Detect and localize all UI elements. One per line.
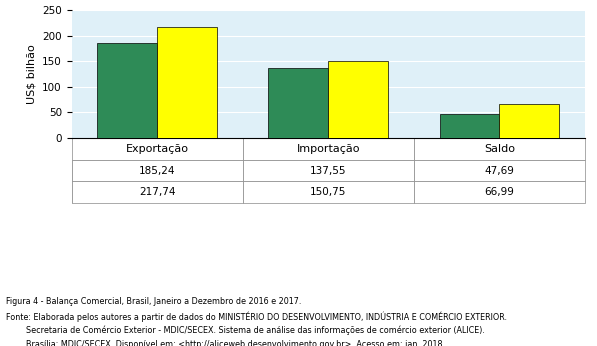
Text: Secretaria de Comércio Exterior - MDIC/SECEX. Sistema de análise das informações: Secretaria de Comércio Exterior - MDIC/S… <box>6 326 485 335</box>
Text: Figura 4 - Balança Comercial, Brasil, Janeiro a Dezembro de 2016 e 2017.: Figura 4 - Balança Comercial, Brasil, Ja… <box>6 297 301 306</box>
Bar <box>439 114 500 138</box>
Bar <box>157 27 217 138</box>
Bar <box>500 104 559 138</box>
Bar <box>328 61 388 138</box>
Text: Fonte: Elaborada pelos autores a partir de dados do MINISTÉRIO DO DESENVOLVIMENT: Fonte: Elaborada pelos autores a partir … <box>6 311 507 322</box>
Text: Brasília: MDIC/SECEX. Disponível em: <http://aliceweb.desenvolvimento.gov.br>. A: Brasília: MDIC/SECEX. Disponível em: <ht… <box>6 340 445 346</box>
Y-axis label: US$ bilhão: US$ bilhão <box>27 44 36 104</box>
Bar <box>97 44 157 138</box>
Bar <box>269 68 328 138</box>
